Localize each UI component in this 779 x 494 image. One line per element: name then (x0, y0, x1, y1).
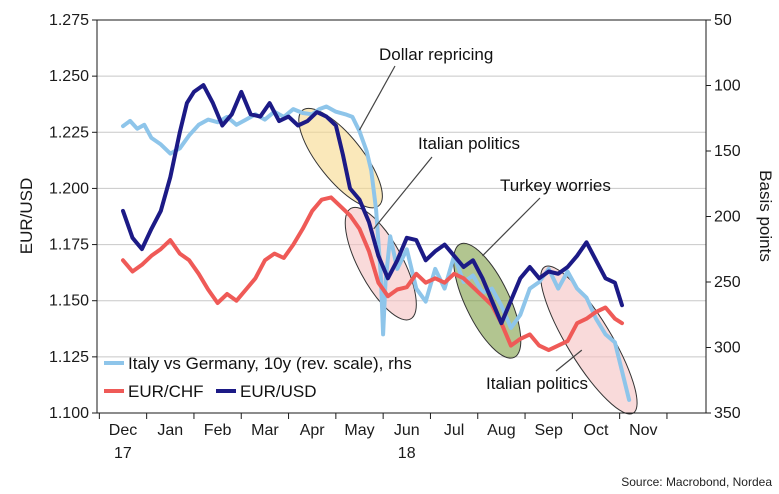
highlight-ellipse (298, 107, 383, 209)
series-line-eur-chf (121, 195, 624, 353)
left-tick-label: 1.150 (49, 293, 89, 310)
annotation-connector (555, 349, 583, 372)
x-month-label: May (344, 422, 374, 439)
x-month-label: Jul (444, 422, 464, 439)
x-month-label: Feb (204, 422, 232, 439)
series-line-italy-vs-germany-10y-rev-scale-rhs (121, 104, 632, 402)
highlight-ellipse (540, 265, 638, 415)
x-month-label: Aug (487, 422, 515, 439)
left-tick-label: 1.250 (49, 68, 89, 85)
x-month-label: Dec (109, 422, 137, 439)
annotation-connector (358, 65, 396, 131)
right-tick-label: 50 (714, 12, 732, 29)
x-month-label: Jan (157, 422, 183, 439)
annotation-connectors (358, 65, 583, 372)
annotation-italian-politics-may: Italian politics (418, 134, 520, 153)
right-tick-label: 100 (714, 78, 741, 95)
annotation-connector (482, 197, 541, 257)
legend: Italy vs Germany, 10y (rev. scale), rhs … (104, 354, 412, 401)
x-month-label: Jun (394, 422, 420, 439)
annotation-italian-politics-sep: Italian politics (486, 374, 588, 393)
right-tick-label: 350 (714, 405, 741, 422)
x-month-label: Mar (251, 422, 279, 439)
x-month-label: Sep (534, 422, 563, 439)
annotations: Dollar repricing Italian politics Turkey… (379, 45, 611, 393)
x-month-label: Nov (629, 422, 657, 439)
y-left-title: EUR/USD (17, 178, 36, 255)
left-tick-label: 1.200 (49, 180, 89, 197)
x-axis-ticks: Dec Jan Feb Mar Apr May Jun Jul Aug Sep Oct Nov 17 18 (98, 413, 668, 462)
left-axis-ticks: 1.275 1.250 1.225 1.200 1.175 1.150 1.125 1.100 (49, 12, 97, 422)
right-tick-label: 200 (714, 209, 741, 226)
source-note: Source: Macrobond, Nordea (621, 475, 772, 489)
legend-label-italy-germany: Italy vs Germany, 10y (rev. scale), rhs (128, 354, 412, 373)
y-right-title: Basis points (756, 170, 775, 262)
series-line-eur-usd (121, 83, 624, 326)
x-month-label: Oct (584, 422, 609, 439)
legend-label-eur-usd: EUR/USD (240, 382, 317, 401)
right-tick-label: 300 (714, 340, 741, 357)
x-month-label: Apr (300, 422, 326, 439)
annotation-connector (373, 156, 433, 230)
annotation-turkey-worries: Turkey worries (500, 176, 611, 195)
series-lines (121, 83, 632, 402)
right-tick-label: 250 (714, 274, 741, 291)
left-tick-label: 1.125 (49, 349, 89, 366)
right-tick-label: 150 (714, 143, 741, 160)
annotation-dollar-repricing: Dollar repricing (379, 45, 493, 64)
legend-label-eur-chf: EUR/CHF (128, 382, 204, 401)
left-tick-label: 1.100 (49, 405, 89, 422)
right-axis-ticks: 50 100 150 200 250 300 350 (706, 12, 741, 422)
x-year-label: 17 (114, 445, 132, 462)
left-tick-label: 1.225 (49, 124, 89, 141)
left-tick-label: 1.175 (49, 237, 89, 254)
x-year-label: 18 (398, 445, 416, 462)
left-tick-label: 1.275 (49, 12, 89, 29)
